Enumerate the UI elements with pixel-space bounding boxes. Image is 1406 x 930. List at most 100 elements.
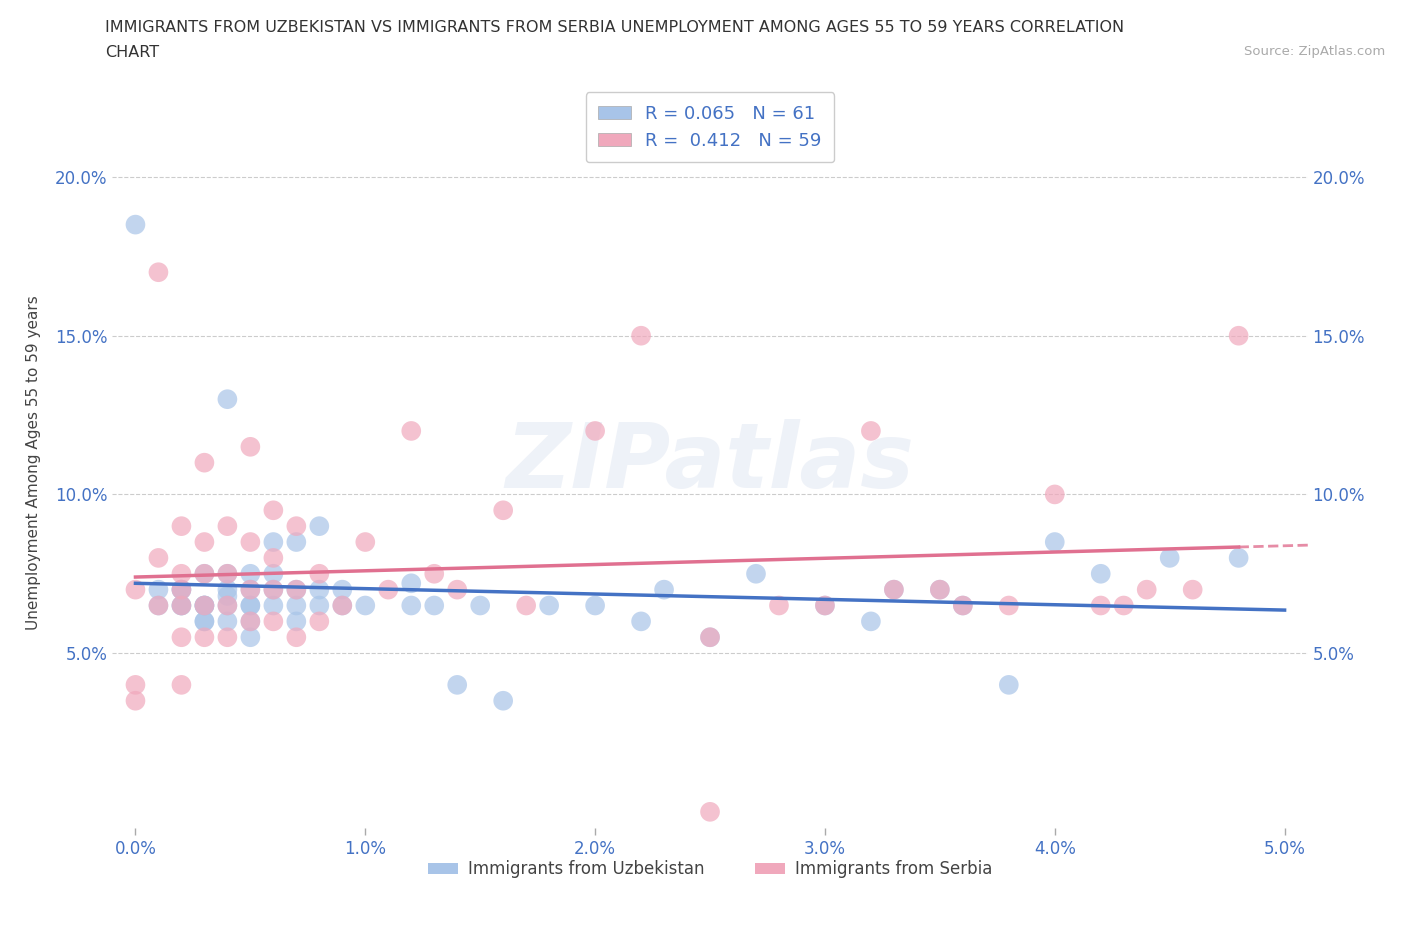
Point: [262, 582, 284, 597]
Point: [262, 535, 284, 550]
Point: [354, 598, 377, 613]
Point: [401, 423, 423, 438]
Point: [308, 566, 330, 581]
Point: [583, 598, 606, 613]
Point: [515, 598, 537, 613]
Point: [239, 614, 262, 629]
Point: [859, 423, 882, 438]
Point: [170, 677, 193, 692]
Point: [285, 582, 308, 597]
Point: [170, 582, 193, 597]
Point: [193, 566, 215, 581]
Point: [217, 598, 239, 613]
Point: [170, 598, 193, 613]
Point: [1043, 487, 1066, 502]
Point: [170, 582, 193, 597]
Point: [928, 582, 950, 597]
Point: [193, 456, 215, 471]
Point: [193, 535, 215, 550]
Point: [538, 598, 561, 613]
Point: [630, 328, 652, 343]
Point: [217, 630, 239, 644]
Point: [239, 598, 262, 613]
Point: [124, 218, 146, 232]
Point: [652, 582, 675, 597]
Point: [952, 598, 974, 613]
Point: [354, 535, 377, 550]
Point: [217, 566, 239, 581]
Point: [193, 630, 215, 644]
Point: [217, 582, 239, 597]
Point: [699, 804, 721, 819]
Point: [423, 598, 446, 613]
Point: [170, 566, 193, 581]
Point: [193, 614, 215, 629]
Point: [217, 589, 239, 604]
Point: [148, 265, 170, 280]
Point: [217, 392, 239, 406]
Point: [124, 582, 146, 597]
Point: [217, 614, 239, 629]
Point: [262, 598, 284, 613]
Point: [239, 439, 262, 454]
Point: [148, 551, 170, 565]
Point: [285, 614, 308, 629]
Point: [170, 630, 193, 644]
Point: [308, 582, 330, 597]
Point: [330, 598, 353, 613]
Point: [217, 598, 239, 613]
Point: [492, 693, 515, 708]
Point: [308, 614, 330, 629]
Point: [193, 598, 215, 613]
Point: [262, 503, 284, 518]
Point: [583, 423, 606, 438]
Point: [859, 614, 882, 629]
Point: [883, 582, 905, 597]
Point: [699, 630, 721, 644]
Point: [285, 519, 308, 534]
Point: [470, 598, 492, 613]
Point: [1112, 598, 1135, 613]
Point: [285, 630, 308, 644]
Point: [124, 693, 146, 708]
Point: [217, 519, 239, 534]
Point: [952, 598, 974, 613]
Point: [768, 598, 790, 613]
Y-axis label: Unemployment Among Ages 55 to 59 years: Unemployment Among Ages 55 to 59 years: [27, 296, 41, 630]
Point: [446, 677, 468, 692]
Point: [401, 576, 423, 591]
Point: [330, 598, 353, 613]
Point: [193, 614, 215, 629]
Text: IMMIGRANTS FROM UZBEKISTAN VS IMMIGRANTS FROM SERBIA UNEMPLOYMENT AMONG AGES 55 : IMMIGRANTS FROM UZBEKISTAN VS IMMIGRANTS…: [105, 20, 1125, 35]
Point: [239, 630, 262, 644]
Point: [239, 582, 262, 597]
Point: [630, 614, 652, 629]
Point: [285, 582, 308, 597]
Point: [745, 566, 768, 581]
Point: [239, 598, 262, 613]
Point: [239, 566, 262, 581]
Point: [217, 566, 239, 581]
Point: [239, 535, 262, 550]
Point: [1227, 551, 1250, 565]
Point: [1159, 551, 1181, 565]
Legend: Immigrants from Uzbekistan, Immigrants from Serbia: Immigrants from Uzbekistan, Immigrants f…: [422, 854, 998, 885]
Point: [285, 535, 308, 550]
Point: [814, 598, 837, 613]
Point: [883, 582, 905, 597]
Point: [377, 582, 399, 597]
Point: [193, 566, 215, 581]
Point: [170, 598, 193, 613]
Point: [170, 582, 193, 597]
Point: [262, 582, 284, 597]
Text: CHART: CHART: [105, 45, 159, 60]
Point: [1090, 598, 1112, 613]
Point: [148, 598, 170, 613]
Point: [1181, 582, 1204, 597]
Point: [699, 630, 721, 644]
Point: [124, 677, 146, 692]
Point: [308, 519, 330, 534]
Point: [262, 614, 284, 629]
Text: ZIPatlas: ZIPatlas: [506, 418, 914, 507]
Point: [148, 582, 170, 597]
